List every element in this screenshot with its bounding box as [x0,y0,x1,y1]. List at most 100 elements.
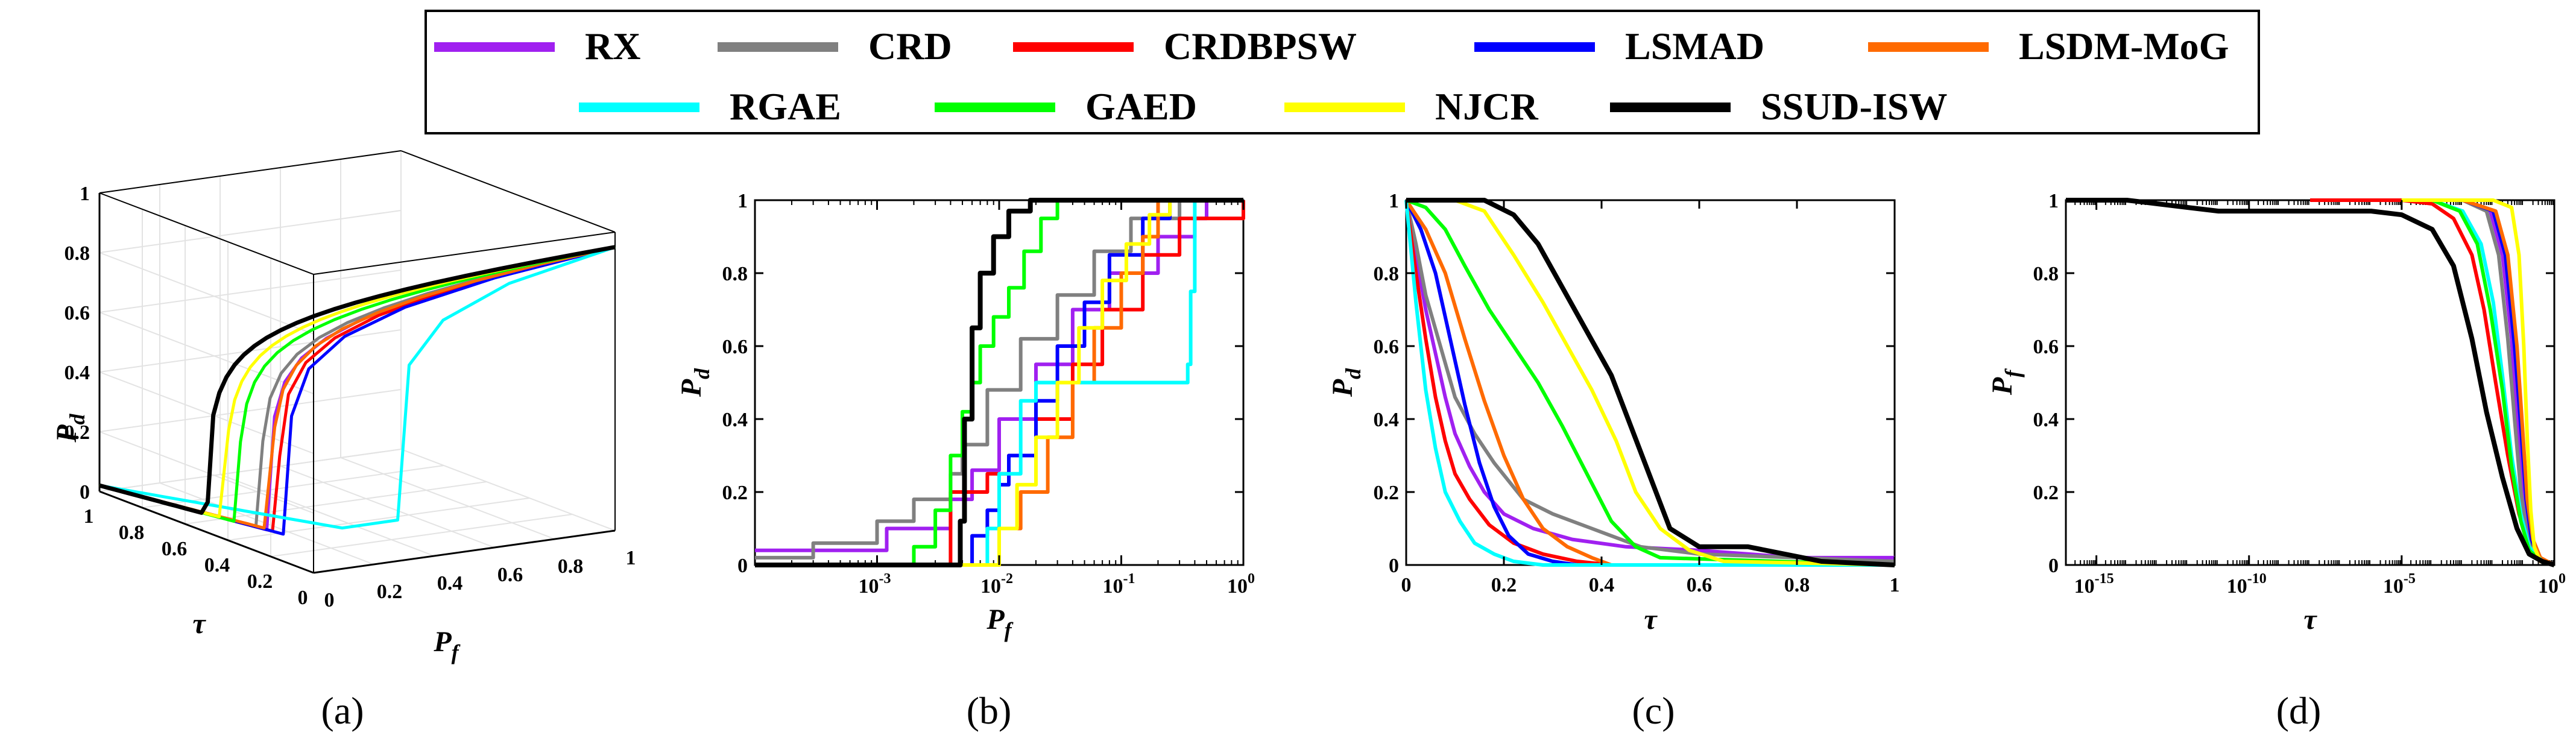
x-tick-base: 10 [2074,575,2095,598]
series-line-lsmad [1404,199,1895,567]
x-axis-label: Pf [986,604,1013,642]
series-line-lsdm-mog [1404,199,1895,567]
x-tick-exponent: -10 [2247,571,2267,587]
x-axis-label: τ [1644,604,1658,636]
legend-item-lsdm-mog: LSDM-MoG [1868,25,2229,68]
box-edge [313,232,616,275]
grid-line [99,431,314,514]
x-tick-exponent: 0 [2559,571,2566,587]
x-tick-exponent: -5 [2404,571,2416,587]
x-tick-label: 0.8 [1784,574,1810,596]
x-tick-base: 10 [859,575,879,598]
grid-line [219,474,435,557]
axis-subscript: f [2001,368,2025,377]
y-axis-label: Pd [675,368,714,397]
x-tick-label: 10-10 [2227,571,2267,598]
pf-tick-label: 1 [626,547,636,569]
grid-line [99,210,402,253]
x-tick-exponent: 0 [1248,571,1255,587]
series-line-lsmad [99,245,616,536]
x-axis-label: τ [2303,604,2317,636]
series-line-njcr [99,245,616,519]
x-tick-label: 1 [1890,574,1900,596]
legend-label: CRDBPSW [1164,25,1357,68]
x-tick-label: 10-1 [1103,571,1135,598]
x-tick-label: 10-2 [980,571,1013,598]
y-tick-label: 1 [1389,190,1399,212]
legend-item-lsmad: LSMAD [1474,25,1764,68]
grid-line [99,371,314,454]
plot-frame [1405,199,1896,566]
y-tick-label: 1 [737,190,748,212]
series-line-rx [1404,200,1895,560]
axis-symbol: P [986,604,1005,636]
legend-item-njcr: NJCR [1284,85,1538,128]
series-line-rgae [99,245,616,530]
series-line-gaed [1405,198,1895,567]
tau-tick-label: 0 [298,587,308,609]
x-tick-label: 0.4 [1589,574,1615,596]
box-edge [313,529,616,574]
legend-label: NJCR [1435,85,1538,128]
axis-symbol: P [433,626,452,658]
series-line-crdbpsw [1404,200,1895,567]
pf-tick-label: 0.8 [558,555,584,578]
box-edge [99,192,314,275]
y-axis-label: Pf [1986,368,2025,396]
legend-label: LSMAD [1625,25,1764,68]
series-line-ssud-isw [99,245,616,515]
series-line-rx [99,245,616,532]
series-line-crdbpsw [99,245,616,533]
legend-box [425,10,2260,134]
series-line-ssud-isw [1406,198,1895,567]
grid-line [280,465,495,548]
y-tick-label: 1 [2048,190,2059,212]
x-tick-label: 0 [1401,574,1412,596]
tau-axis-label: τ [192,608,206,640]
z-tick-label: 0.4 [65,362,90,384]
pf-tick-label: 0.6 [497,564,523,586]
series-line-crd [1404,200,1895,563]
legend-label: LSDM-MoG [2019,25,2229,68]
y-tick-label: 0 [737,555,748,577]
legend-label: RX [585,25,640,68]
axis-symbol: P [1986,377,2018,396]
axis-subscript: f [452,640,461,664]
series-line-crd [755,198,1243,560]
grid-line [99,449,402,492]
series-line-rgae [755,198,1243,567]
z-axis-label: Pd [51,413,89,443]
x-tick-label: 0.6 [1687,574,1713,596]
tau-tick-label: 0.2 [247,570,273,593]
legend-item-crdbpsw: CRDBPSW [1013,25,1357,68]
z-tick-label: 0.8 [65,242,90,265]
legend-label: GAED [1085,85,1197,128]
x-tick-base: 10 [980,575,1001,598]
x-tick-exponent: -2 [1001,571,1013,587]
series-line-njcr [2401,198,2555,567]
x-tick-label: 10-5 [2383,571,2416,598]
series-line-ssud-isw [2066,198,2555,567]
y-tick-label: 0.4 [2033,409,2059,431]
series-line-ssud-isw [755,198,1243,567]
x-tick-base: 10 [1227,575,1248,598]
series-line-njcr [1406,198,1895,567]
z-tick-label: 1 [80,183,90,205]
axis-symbol: P [51,424,83,443]
tau-tick-label: 1 [84,505,94,528]
panel-label-b: (b) [967,689,1012,732]
series-line-njcr [755,198,1243,567]
y-tick-label: 0.6 [2033,336,2059,358]
y-tick-label: 0.6 [1374,336,1400,358]
x-tick-base: 10 [2383,575,2404,598]
y-tick-label: 0.2 [1374,482,1400,504]
x-tick-label: 100 [1227,571,1255,598]
x-tick-label: 100 [2538,571,2566,598]
grid-line [340,457,555,540]
y-tick-label: 0.2 [722,482,748,504]
grid-line [185,481,487,525]
panel-label-d: (d) [2276,689,2322,732]
y-tick-label: 0.8 [722,263,748,285]
